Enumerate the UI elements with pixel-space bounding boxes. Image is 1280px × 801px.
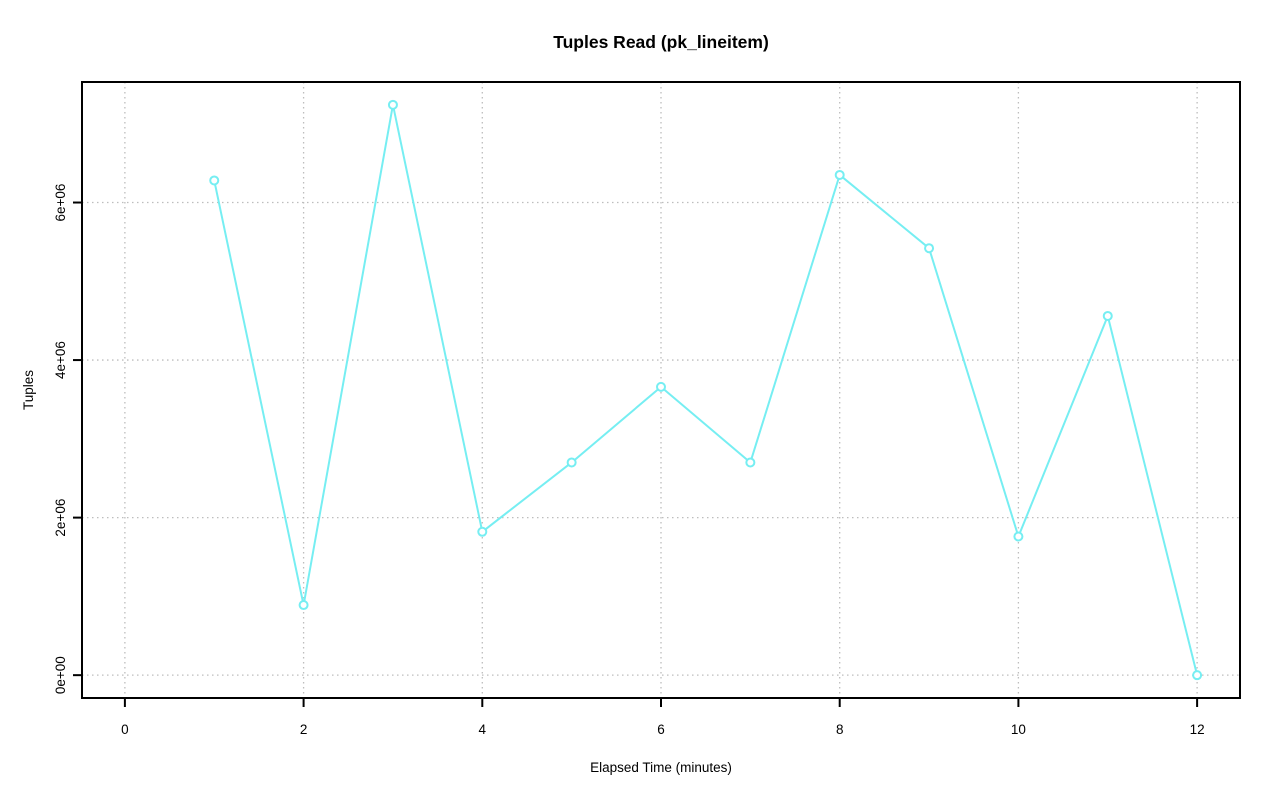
- series: [209, 99, 1203, 681]
- data-point: [1102, 310, 1113, 321]
- series-line: [213, 103, 1199, 677]
- y-tick-label: 4e+06: [53, 341, 68, 379]
- data-point: [834, 169, 845, 180]
- x-axis-label: Elapsed Time (minutes): [590, 760, 732, 775]
- data-point: [387, 99, 398, 110]
- y-axis-label: Tuples: [21, 370, 36, 410]
- x-tick-label: 10: [1011, 722, 1026, 737]
- data-point: [656, 381, 666, 392]
- x-tick-label: 4: [479, 722, 487, 737]
- x-tick-label: 2: [300, 722, 308, 737]
- data-point: [209, 175, 220, 186]
- y-tick-label: 2e+06: [53, 499, 68, 537]
- data-point: [924, 243, 935, 254]
- x-tick-label: 0: [121, 722, 129, 737]
- data-point: [566, 457, 577, 468]
- y-tick-label: 0e+00: [53, 656, 68, 694]
- y-tick-label: 6e+06: [53, 184, 68, 222]
- x-tick-label: 12: [1190, 722, 1205, 737]
- x-tick-label: 6: [657, 722, 665, 737]
- data-point: [745, 457, 756, 468]
- data-point: [298, 600, 309, 611]
- chart-title: Tuples Read (pk_lineitem): [553, 32, 769, 52]
- data-point: [1013, 531, 1024, 542]
- x-tick-label: 8: [836, 722, 844, 737]
- grid: [82, 82, 1240, 698]
- data-point: [477, 526, 488, 537]
- data-point: [1192, 670, 1203, 681]
- axes: 0 2 4 6 8 10 12 0e+00 2e+06 4e+06 6e+06: [53, 81, 1241, 737]
